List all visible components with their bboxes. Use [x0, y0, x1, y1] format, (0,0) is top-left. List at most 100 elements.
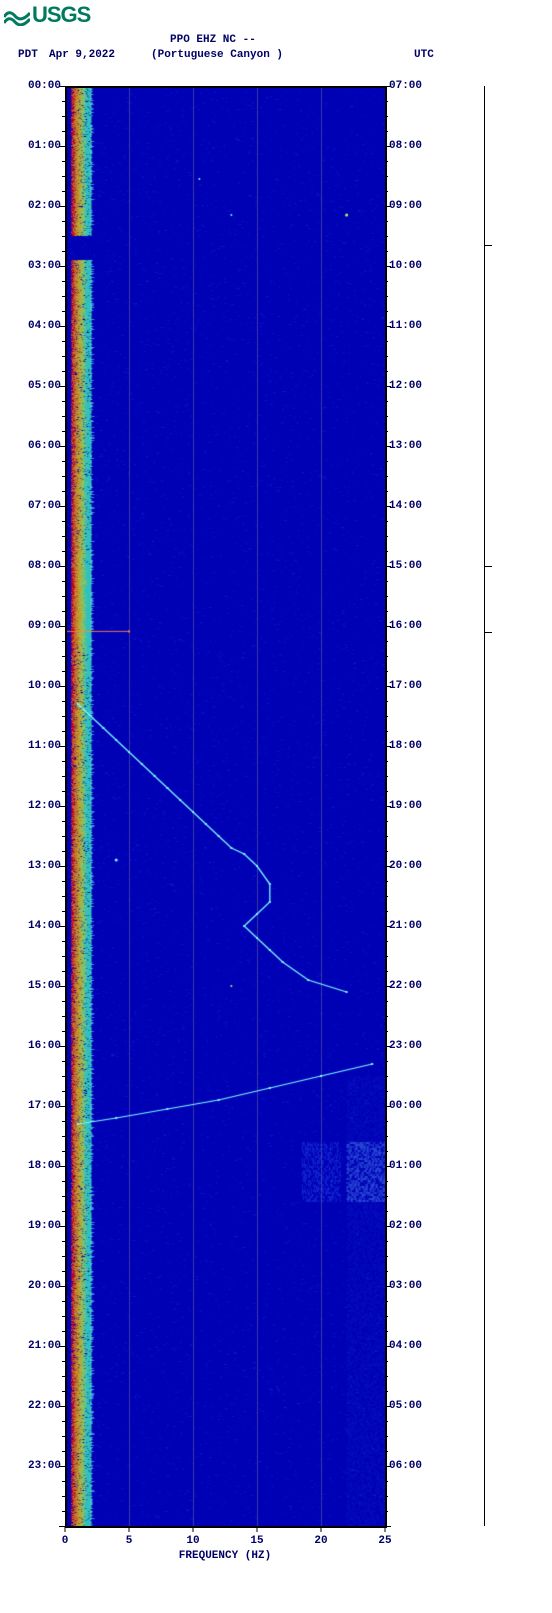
ytick-minor — [385, 401, 388, 402]
ylabel-left: 09:00 — [25, 620, 61, 632]
ytick-minor — [62, 1511, 65, 1512]
ylabel-left: 11:00 — [25, 740, 61, 752]
ylabel-right: 16:00 — [389, 620, 429, 632]
ytick-minor — [62, 1331, 65, 1332]
ylabel-right: 17:00 — [389, 680, 429, 692]
ylabel-right: 10:00 — [389, 260, 429, 272]
ytick-minor — [385, 641, 388, 642]
ytick-minor — [62, 941, 65, 942]
ytick-minor — [385, 116, 388, 117]
ylabel-right: 02:00 — [389, 1220, 429, 1232]
ytick-minor — [385, 281, 388, 282]
ytick-minor — [62, 1271, 65, 1272]
ytick-minor — [62, 1076, 65, 1077]
ylabel-right: 06:00 — [389, 1460, 429, 1472]
ytick-minor — [62, 1481, 65, 1482]
ytick-minor — [62, 581, 65, 582]
ylabel-left: 00:00 — [25, 80, 61, 92]
ytick-minor — [62, 1181, 65, 1182]
usgs-logo: USGS — [4, 2, 90, 28]
spectrogram-canvas — [65, 86, 385, 1526]
ytick-minor — [62, 1211, 65, 1212]
ytick-minor — [385, 236, 388, 237]
ytick-minor — [62, 731, 65, 732]
ytick-minor — [62, 1061, 65, 1062]
ytick-minor — [62, 1421, 65, 1422]
ylabel-left: 22:00 — [25, 1400, 61, 1412]
ylabel-right: 23:00 — [389, 1040, 429, 1052]
ytick-minor — [385, 1136, 388, 1137]
ytick-minor — [62, 821, 65, 822]
right-mark — [484, 566, 492, 567]
xlabel: 5 — [126, 1535, 133, 1547]
ytick-minor — [385, 596, 388, 597]
ytick-minor — [385, 551, 388, 552]
ytick-minor — [62, 1151, 65, 1152]
ytick-minor — [62, 1241, 65, 1242]
ytick-minor — [62, 341, 65, 342]
ylabel-left: 12:00 — [25, 800, 61, 812]
ylabel-right: 05:00 — [389, 1400, 429, 1412]
ytick-minor — [62, 596, 65, 597]
ytick-minor — [62, 1301, 65, 1302]
ytick-minor — [385, 1001, 388, 1002]
wave-icon — [4, 4, 30, 26]
ytick-minor — [385, 941, 388, 942]
x-axis-label: FREQUENCY (HZ) — [179, 1550, 271, 1562]
ytick-minor — [385, 341, 388, 342]
ytick-minor — [385, 191, 388, 192]
xlabel: 20 — [314, 1535, 327, 1547]
xtick — [129, 1526, 130, 1532]
ytick-minor — [62, 536, 65, 537]
ytick-minor — [385, 611, 388, 612]
ytick-minor — [62, 1256, 65, 1257]
ylabel-left: 14:00 — [25, 920, 61, 932]
ytick-minor — [62, 1361, 65, 1362]
x-axis: FREQUENCY (HZ) 0510152025 — [65, 1526, 385, 1576]
ytick-minor — [385, 461, 388, 462]
ytick-minor — [62, 956, 65, 957]
ytick-minor — [62, 521, 65, 522]
ylabel-left: 08:00 — [25, 560, 61, 572]
ytick-minor — [385, 881, 388, 882]
ytick-minor — [385, 131, 388, 132]
ytick-minor — [385, 1511, 388, 1512]
logo-text: USGS — [32, 2, 90, 28]
ytick-minor — [385, 896, 388, 897]
ylabel-right: 13:00 — [389, 440, 429, 452]
ytick-minor — [62, 476, 65, 477]
ylabel-right: 20:00 — [389, 860, 429, 872]
ytick-minor — [385, 356, 388, 357]
ylabel-right: 19:00 — [389, 800, 429, 812]
ylabel-right: 14:00 — [389, 500, 429, 512]
ytick-minor — [62, 851, 65, 852]
ytick-minor — [385, 1031, 388, 1032]
ytick-minor — [62, 911, 65, 912]
ytick-minor — [62, 881, 65, 882]
ytick-minor — [62, 1451, 65, 1452]
tz-right: UTC — [414, 49, 434, 61]
ytick-minor — [385, 701, 388, 702]
ytick-minor — [385, 731, 388, 732]
ytick-minor — [385, 1481, 388, 1482]
ytick-minor — [62, 641, 65, 642]
ylabel-right: 04:00 — [389, 1340, 429, 1352]
ytick-minor — [385, 956, 388, 957]
ytick-minor — [62, 461, 65, 462]
ytick-minor — [385, 836, 388, 837]
ytick-minor — [62, 191, 65, 192]
right-mark-bar — [484, 86, 485, 1526]
ytick-minor — [62, 371, 65, 372]
ylabel-right: 03:00 — [389, 1280, 429, 1292]
ytick-minor — [62, 656, 65, 657]
ylabel-right: 15:00 — [389, 560, 429, 572]
ylabel-left: 15:00 — [25, 980, 61, 992]
ytick-minor — [62, 1496, 65, 1497]
right-mark — [484, 245, 492, 246]
spectrogram — [65, 86, 385, 1526]
ytick-minor — [62, 1391, 65, 1392]
ytick-minor — [385, 1241, 388, 1242]
ytick-minor — [62, 221, 65, 222]
ytick-minor — [385, 791, 388, 792]
ylabel-left: 13:00 — [25, 860, 61, 872]
